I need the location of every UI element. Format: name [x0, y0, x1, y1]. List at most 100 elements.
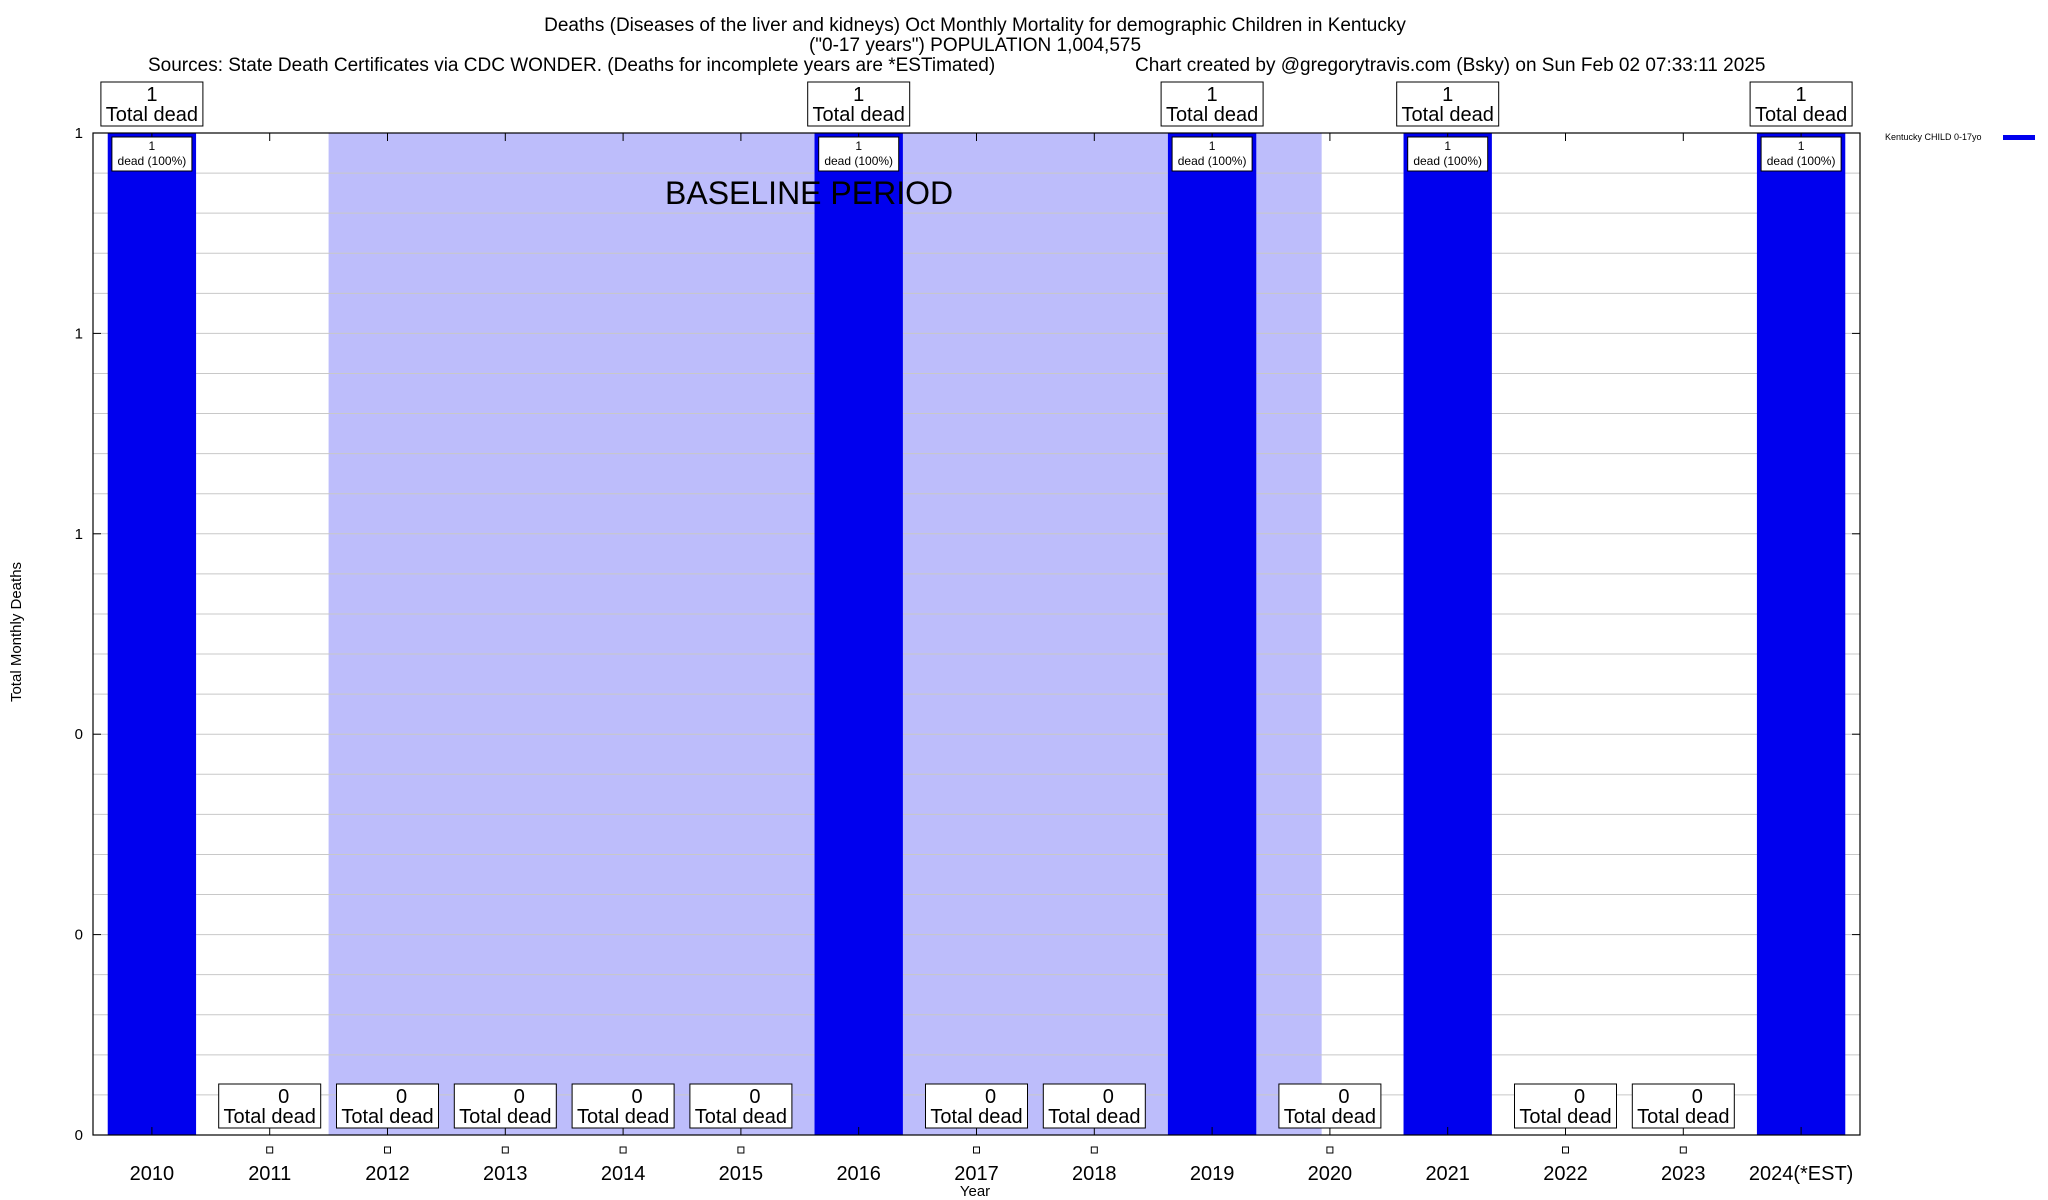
- total-label-text: Total dead: [577, 1106, 669, 1128]
- y-tick-label: 1: [75, 125, 83, 142]
- total-label-box: [807, 81, 911, 127]
- total-label-count: 0: [1338, 1086, 1349, 1108]
- x-tick-label: 2015: [719, 1163, 764, 1185]
- total-label-text: Total dead: [930, 1106, 1022, 1128]
- bar-label-count: 1: [1444, 139, 1451, 153]
- x-axis-ticks: 2010 2011 2012 2013 2014 2015 2016 2017 2018 2019…: [130, 133, 1854, 1185]
- total-label-box: [1749, 81, 1853, 127]
- total-label-count: 0: [396, 1086, 407, 1108]
- bar: [814, 133, 903, 1135]
- total-label-box: [1396, 81, 1500, 127]
- total-label-count: 0: [278, 1086, 289, 1108]
- x-tick-label: 2016: [836, 1163, 881, 1185]
- total-label-text: Total dead: [1048, 1106, 1140, 1128]
- chart-credit: Chart created by @gregorytravis.com (Bsk…: [1135, 55, 1765, 76]
- zero-marker: [619, 1146, 627, 1154]
- legend-swatch: [2003, 135, 2035, 140]
- x-tick-label: 2010: [130, 1163, 175, 1185]
- total-label-count: 1: [1207, 84, 1218, 106]
- zero-marker: [737, 1146, 745, 1154]
- bar-label-percent: dead (100%): [824, 154, 893, 168]
- total-label-count: 1: [1796, 84, 1807, 106]
- total-label-box: [689, 1083, 793, 1129]
- bar-label-count: 1: [149, 139, 156, 153]
- total-label-text: Total dead: [106, 104, 198, 126]
- total-label-count: 0: [632, 1086, 643, 1108]
- zero-marker: [266, 1146, 274, 1154]
- bars: [107, 133, 1846, 1135]
- total-label-count: 0: [1103, 1086, 1114, 1108]
- x-tick-label: 2017: [954, 1163, 999, 1185]
- bar-label-percent: dead (100%): [118, 154, 187, 168]
- total-label-box: [453, 1083, 557, 1129]
- bar: [1756, 133, 1846, 1135]
- y-tick-label: 1: [75, 325, 83, 342]
- total-label-text: Total dead: [1519, 1106, 1611, 1128]
- x-tick-label: 2013: [483, 1163, 528, 1185]
- chart-title-line2: ("0-17 years") POPULATION 1,004,575: [809, 35, 1141, 56]
- bar-label-box: [1407, 136, 1489, 172]
- gridlines: [93, 172, 1860, 1096]
- total-label-count: 0: [1692, 1086, 1703, 1108]
- x-tick-label: 2014: [601, 1163, 646, 1185]
- bar-label-box: [818, 136, 900, 172]
- total-label-text: Total dead: [459, 1106, 551, 1128]
- total-label-count: 0: [514, 1086, 525, 1108]
- legend-label: Kentucky CHILD 0-17yo: [1885, 132, 1982, 142]
- y-tick-label: 0: [75, 927, 83, 944]
- total-label-text: Total dead: [1755, 104, 1847, 126]
- zero-marker: [1679, 1146, 1687, 1154]
- bar-label-box: [111, 136, 193, 172]
- total-label-text: Total dead: [1284, 1106, 1376, 1128]
- total-label-count: 0: [749, 1086, 760, 1108]
- bar: [1403, 133, 1492, 1135]
- bar-label-count: 1: [1798, 139, 1805, 153]
- chart-sources: Sources: State Death Certificates via CD…: [148, 55, 995, 76]
- zero-marker: [1326, 1146, 1334, 1154]
- x-tick-label: 2024(*EST): [1749, 1163, 1854, 1185]
- legend: Kentucky CHILD 0-17yo: [1885, 132, 2035, 142]
- total-label-text: Total dead: [1166, 104, 1258, 126]
- total-label-count: 0: [985, 1086, 996, 1108]
- total-label-box: [1042, 1083, 1146, 1129]
- zero-marker: [1562, 1146, 1569, 1154]
- bar-label-box: [1171, 136, 1253, 172]
- total-label-box: [925, 1083, 1028, 1129]
- total-label-count: 0: [1574, 1086, 1585, 1108]
- total-label-box: [1160, 81, 1264, 127]
- bar: [1167, 133, 1257, 1135]
- y-axis-label: Total Monthly Deaths: [8, 562, 25, 702]
- total-label-count: 1: [1442, 84, 1453, 106]
- x-tick-label: 2019: [1190, 1163, 1235, 1185]
- bar-label-count: 1: [1209, 139, 1216, 153]
- baseline-period-label: BASELINE PERIOD: [665, 175, 953, 211]
- bar: [107, 133, 197, 1135]
- total-label-text: Total dead: [695, 1106, 787, 1128]
- x-tick-label: 2018: [1072, 1163, 1117, 1185]
- x-tick-label: 2021: [1425, 1163, 1470, 1185]
- bar-label-box: [1760, 136, 1842, 172]
- bar-label-percent: dead (100%): [1767, 154, 1836, 168]
- total-label-box: [571, 1083, 675, 1129]
- total-label-box: [336, 1083, 439, 1129]
- bar-label-count: 1: [855, 139, 862, 153]
- total-label-count: 1: [146, 84, 157, 106]
- x-tick-label: 2012: [365, 1163, 410, 1185]
- x-tick-label: 2022: [1543, 1163, 1588, 1185]
- total-label-count: 1: [853, 84, 864, 106]
- x-tick-label: 2011: [248, 1163, 291, 1185]
- total-label-box: [100, 81, 204, 127]
- total-label-text: Total dead: [813, 104, 905, 126]
- y-tick-label: 0: [75, 1127, 83, 1144]
- total-label-text: Total dead: [1402, 104, 1494, 126]
- x-axis-label: Year: [960, 1183, 990, 1200]
- bar-label-percent: dead (100%): [1178, 154, 1247, 168]
- zero-marker: [973, 1146, 980, 1154]
- y-tick-label: 1: [75, 526, 83, 543]
- y-tick-label: 0: [75, 726, 83, 743]
- total-label-box: [1514, 1083, 1617, 1129]
- total-label-text: Total dead: [224, 1106, 316, 1128]
- total-label-box: [218, 1083, 322, 1129]
